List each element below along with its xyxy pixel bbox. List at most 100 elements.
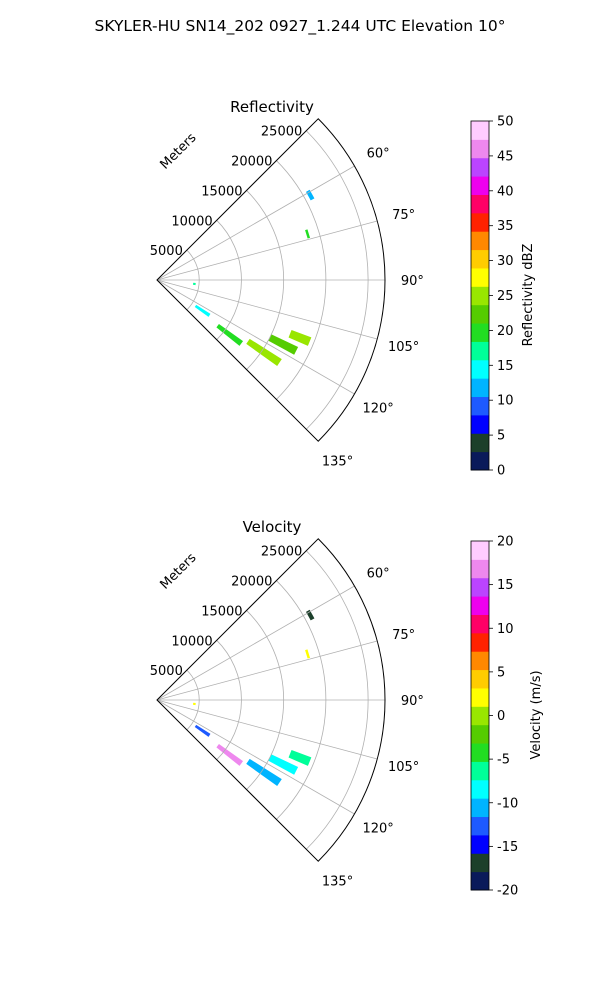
colorbar-tick-label: 0 [497,464,505,479]
colorbar-swatch-13 [471,212,489,232]
colorbar-tick-label: 30 [497,254,514,269]
angle-tick-label: 75° [392,208,415,223]
reflectivity-sector: 5000 10000 15000 20000 25000 60° 75° 90° 105° 120… [150,118,424,470]
colorbar-swatch-12 [471,231,489,251]
colorbar-swatch-3 [471,396,489,416]
colorbar-swatch-2 [471,834,489,854]
azimuth-line-120 [156,699,355,815]
radial-tick-label: 25000 [261,545,302,560]
sector-outline [156,118,386,442]
colorbar-swatch-12 [471,651,489,671]
colorbar-swatch-4 [471,378,489,398]
colorbar-swatch-11 [471,249,489,269]
colorbar-swatch-5 [471,359,489,379]
azimuth-line-75 [156,220,378,281]
azimuth-line-105 [156,699,378,760]
reflectivity-radial-label: Meters [158,130,200,172]
colorbar-swatch-14 [471,194,489,214]
velocity-title: Velocity [243,518,302,536]
colorbar-swatch-17 [471,559,489,579]
colorbar-swatch-2 [471,414,489,434]
colorbar-swatch-9 [471,286,489,306]
velocity-panel: Velocity Meters 5000 10000 15000 20000 25000… [150,518,544,899]
radial-tick-label: 10000 [171,214,212,229]
colorbar-swatch-3 [471,816,489,836]
echo-cell-3 [268,754,299,775]
colorbar-swatch-1 [471,433,489,453]
angle-tick-label: 120° [362,822,393,837]
colorbar-tick-label: 0 [497,709,505,724]
echo-cell-1 [216,744,244,766]
reflectivity-colorbar: 0 5 10 15 20 25 30 35 40 45 50 [470,115,514,479]
echo-cell-1 [216,324,244,346]
angle-tick-label: 135° [322,875,353,890]
echo-cell-0 [194,724,211,737]
colorbar-swatch-9 [471,706,489,726]
colorbar-tick-label: 35 [497,219,514,234]
colorbar-tick-label: 40 [497,184,514,199]
radial-tick-label: 15000 [201,184,242,199]
colorbar-swatch-11 [471,669,489,689]
colorbar-swatch-1 [471,853,489,873]
echo-cell-4 [288,330,312,346]
angle-tick-label: 105° [388,760,419,775]
colorbar-tick-label: 25 [497,289,514,304]
radial-tick-label: 10000 [171,634,212,649]
radial-tick-label: 25000 [261,125,302,140]
colorbar-swatch-13 [471,632,489,652]
azimuth-line-60 [156,585,355,701]
colorbar-swatch-6 [471,341,489,361]
velocity-colorbar: -20 -15 -10 -5 0 5 10 15 20 [470,535,518,899]
colorbar-tick-label: 15 [497,578,514,593]
colorbar-swatch-18 [471,541,489,560]
angle-tick-label: 75° [392,628,415,643]
angle-tick-label: 120° [362,402,393,417]
colorbar-swatch-14 [471,614,489,634]
angle-tick-label: 60° [367,566,390,581]
azimuth-line-75 [156,640,378,701]
colorbar-swatch-7 [471,323,489,342]
angle-tick-label: 90° [401,274,424,289]
echo-cell-7 [192,282,196,286]
velocity-colorbar-label: Velocity (m/s) [529,670,544,759]
echo-cell-7 [192,702,196,706]
echo-cell-0 [194,304,211,317]
colorbar-swatch-18 [471,121,489,140]
colorbar-swatch-6 [471,761,489,781]
angle-tick-label: 90° [401,694,424,709]
sector-outline [156,538,386,862]
velocity-radial-label: Meters [158,550,200,592]
figure-title: SKYLER-HU SN14_202 0927_1.244 UTC Elevat… [95,17,506,36]
angle-tick-label: 105° [388,340,419,355]
colorbar-tick-label: -5 [497,753,510,768]
echo-cell-2 [246,758,282,787]
reflectivity-panel: Reflectivity Meters 5000 10000 15000 20000 2… [150,98,536,479]
colorbar-tick-label: -10 [497,796,518,811]
colorbar-tick-label: 5 [497,429,505,444]
colorbar-swatch-16 [471,577,489,597]
colorbar-tick-label: -20 [497,884,518,899]
colorbar-swatch-8 [471,724,489,744]
colorbar-tick-label: 45 [497,149,514,164]
colorbar-tick-label: 50 [497,115,514,130]
colorbar-swatch-10 [471,267,489,287]
colorbar-swatch-4 [471,798,489,818]
azimuth-line-105 [156,279,378,340]
echo-cell-2 [246,338,282,367]
colorbar-swatch-0 [471,451,489,471]
azimuth-line-120 [156,279,355,395]
radial-tick-label: 20000 [231,155,272,170]
colorbar-tick-label: 15 [497,359,514,374]
colorbar-swatch-17 [471,139,489,159]
colorbar-tick-label: 10 [497,622,514,637]
colorbar-swatch-15 [471,176,489,195]
azimuth-line-60 [156,165,355,281]
angle-tick-label: 135° [322,455,353,470]
radial-tick-label: 15000 [201,604,242,619]
colorbar-tick-label: 5 [497,665,505,680]
echo-cell-4 [288,750,312,766]
echo-cell-3 [268,334,299,355]
colorbar-swatch-0 [471,871,489,891]
velocity-sector: 5000 10000 15000 20000 25000 60° 75° 90° 105° 120… [150,538,424,890]
colorbar-swatch-5 [471,779,489,799]
